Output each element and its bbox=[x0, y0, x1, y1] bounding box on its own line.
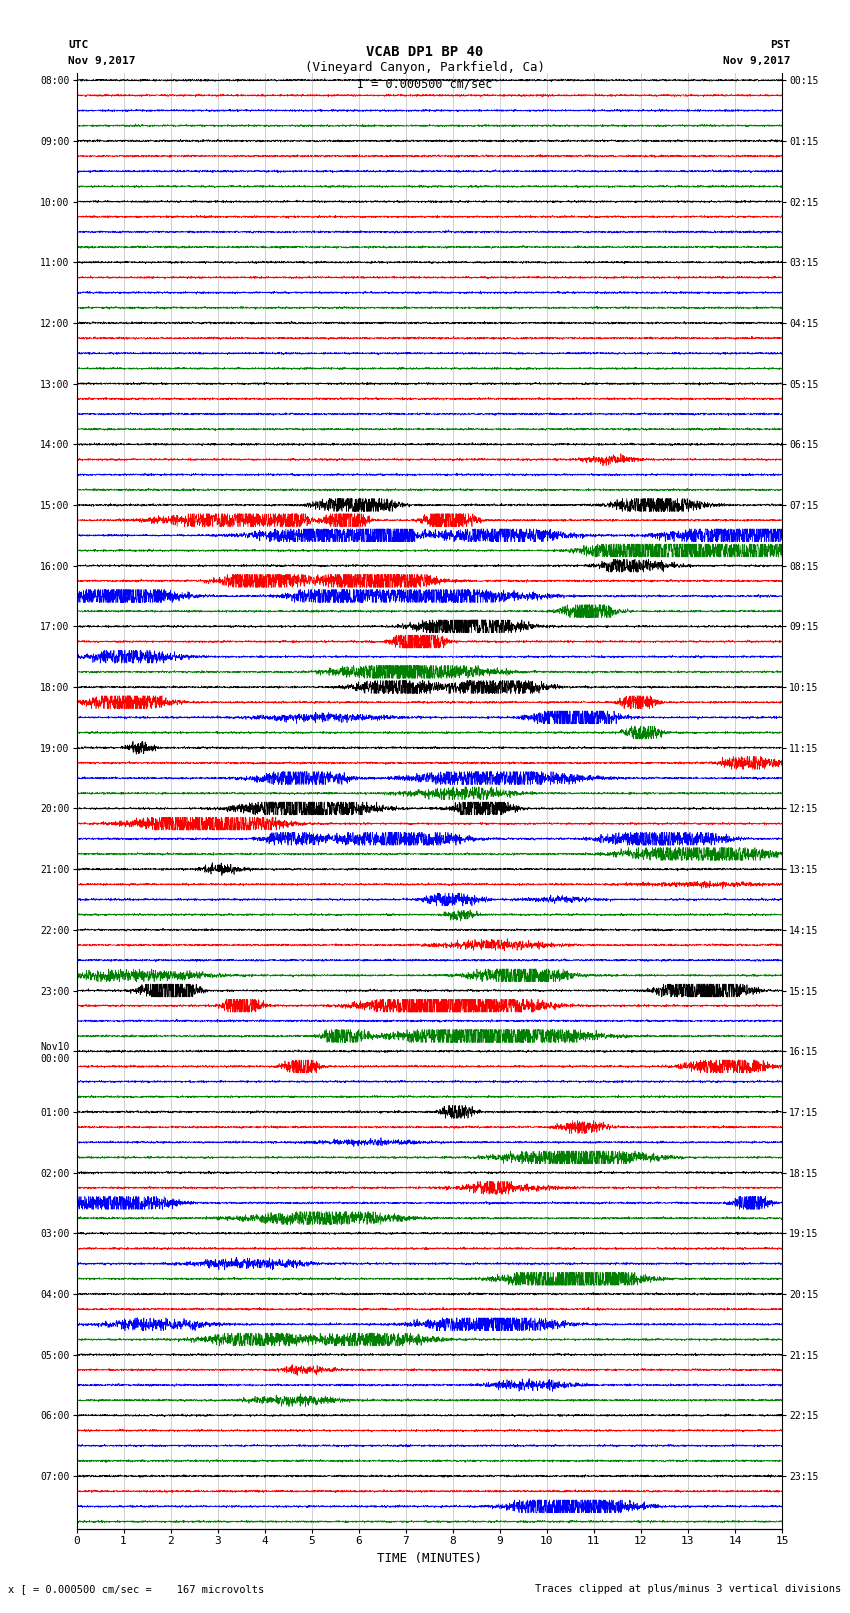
Text: VCAB DP1 BP 40: VCAB DP1 BP 40 bbox=[366, 45, 484, 60]
Text: Nov 9,2017: Nov 9,2017 bbox=[68, 56, 135, 66]
Text: I = 0.000500 cm/sec: I = 0.000500 cm/sec bbox=[357, 77, 493, 90]
Text: UTC: UTC bbox=[68, 40, 88, 50]
Text: Nov 9,2017: Nov 9,2017 bbox=[723, 56, 791, 66]
X-axis label: TIME (MINUTES): TIME (MINUTES) bbox=[377, 1552, 482, 1565]
Text: Traces clipped at plus/minus 3 vertical divisions: Traces clipped at plus/minus 3 vertical … bbox=[536, 1584, 842, 1594]
Text: (Vineyard Canyon, Parkfield, Ca): (Vineyard Canyon, Parkfield, Ca) bbox=[305, 61, 545, 74]
Text: x [ = 0.000500 cm/sec =    167 microvolts: x [ = 0.000500 cm/sec = 167 microvolts bbox=[8, 1584, 264, 1594]
Text: PST: PST bbox=[770, 40, 790, 50]
